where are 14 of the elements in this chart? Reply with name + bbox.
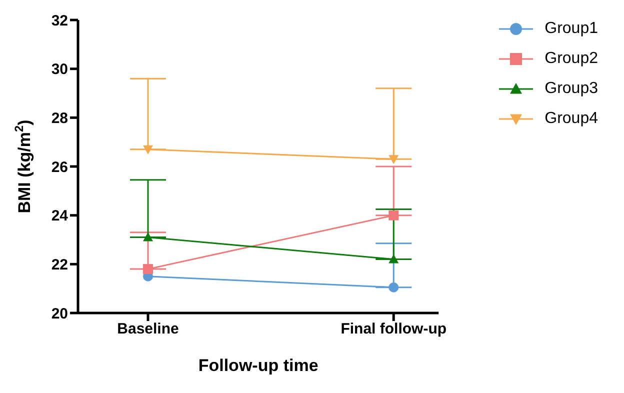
legend-label: Group4 — [544, 110, 598, 128]
legend-label: Group3 — [544, 80, 598, 98]
y-tick-label: 30 — [51, 61, 68, 78]
x-axis-title: Follow-up time — [198, 356, 318, 375]
legend-label: Group1 — [544, 20, 598, 38]
legend-label: Group2 — [544, 50, 598, 68]
x-tick-label: Baseline — [117, 320, 179, 338]
y-tick-label: 28 — [51, 110, 68, 127]
y-tick-label: 22 — [51, 256, 68, 274]
y-tick-label: 32 — [51, 12, 68, 30]
y-tick-label: 26 — [51, 158, 68, 176]
y-tick-label: 20 — [51, 305, 68, 322]
x-tick-label: Final follow-up — [340, 320, 447, 338]
y-tick-label: 24 — [51, 208, 69, 225]
